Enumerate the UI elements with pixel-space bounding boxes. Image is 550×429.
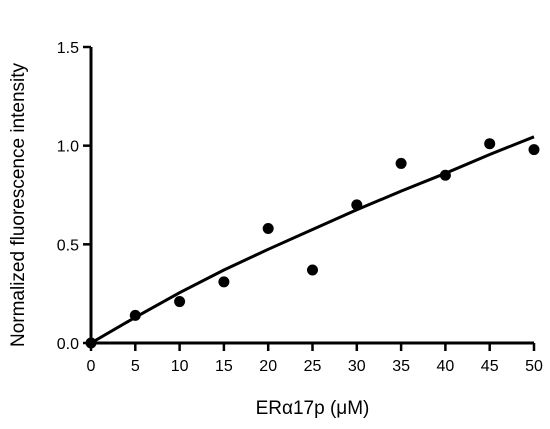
data-point	[395, 157, 407, 169]
x-tick-label: 0	[87, 358, 96, 375]
axes	[89, 47, 534, 345]
x-axis-ticks: 0 5 10 15 20 25 30 35 40 45 50	[87, 343, 543, 375]
y-tick-label: 0.5	[57, 237, 79, 254]
data-point	[129, 309, 141, 321]
y-tick-label: 1.5	[57, 40, 79, 57]
x-tick-label: 30	[348, 358, 366, 375]
data-point	[307, 264, 318, 276]
x-tick-label: 45	[481, 358, 499, 375]
data-point	[528, 144, 540, 156]
data-points	[85, 138, 540, 349]
x-tick-label: 50	[525, 358, 543, 375]
data-point	[218, 276, 230, 288]
y-tick-label: 0.0	[57, 336, 79, 353]
x-tick-label: 25	[304, 358, 322, 375]
y-axis-title: Normalized fluorescence intensity	[8, 62, 29, 347]
data-point	[262, 223, 274, 235]
x-tick-label: 20	[259, 358, 277, 375]
x-tick-label: 35	[392, 358, 410, 375]
data-point	[439, 169, 451, 181]
x-tick-label: 40	[437, 358, 455, 375]
x-axis-title: ERα17p (μM)	[256, 398, 370, 419]
data-point	[174, 296, 186, 308]
y-axis-ticks: 0.0 0.5 1.0 1.5	[57, 40, 91, 353]
x-tick-label: 15	[215, 358, 233, 375]
data-point	[85, 337, 97, 349]
y-tick-label: 1.0	[57, 139, 79, 156]
data-point	[484, 138, 496, 150]
x-tick-label: 10	[171, 358, 189, 375]
fit-curve	[90, 135, 535, 345]
data-point	[351, 199, 363, 211]
x-tick-label: 5	[131, 358, 140, 375]
